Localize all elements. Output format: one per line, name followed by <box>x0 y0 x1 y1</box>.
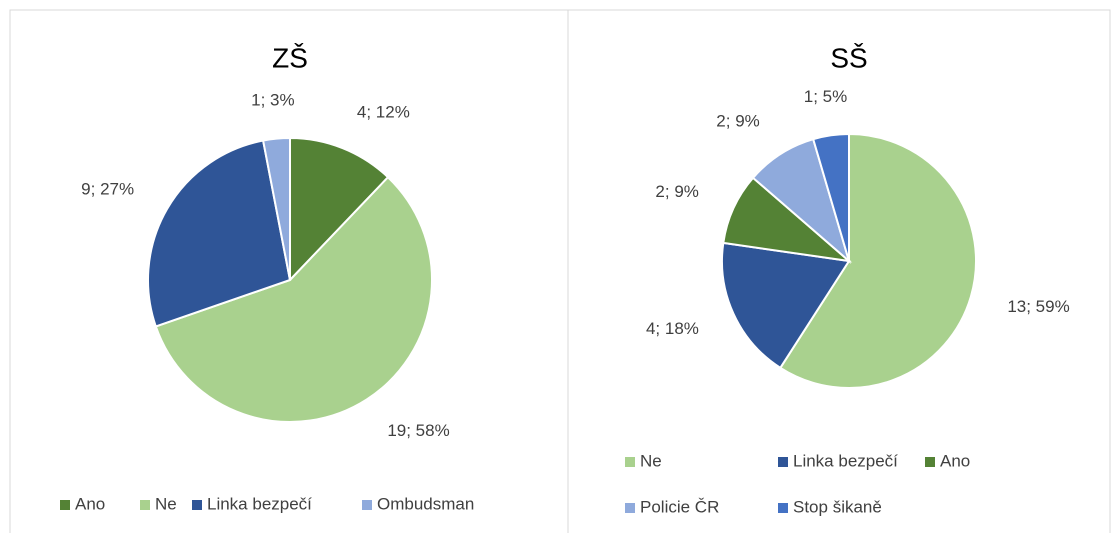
data-label: 9; 27% <box>81 179 134 198</box>
legend-swatch <box>60 500 70 510</box>
legend-swatch <box>778 503 788 513</box>
legend-swatch <box>362 500 372 510</box>
legend-label: Policie ČR <box>640 497 719 516</box>
pie-slice <box>721 241 851 370</box>
legend-swatch <box>140 500 150 510</box>
data-label: 4; 18% <box>646 319 699 338</box>
legend-swatch <box>192 500 202 510</box>
data-label: 1; 5% <box>804 87 847 106</box>
legend-label: Ne <box>155 494 177 513</box>
pie-slice <box>778 132 977 389</box>
pie-slice <box>289 136 390 283</box>
data-label: 13; 59% <box>1007 297 1069 316</box>
data-label: 19; 58% <box>387 421 449 440</box>
pie-slice <box>154 175 433 423</box>
legend-label: Ano <box>75 494 105 513</box>
legend-swatch <box>778 457 788 467</box>
chart-title: SŠ <box>830 42 867 73</box>
legend-label: Linka bezpečí <box>207 494 312 513</box>
data-label: 4; 12% <box>357 102 410 121</box>
legend-swatch <box>625 457 635 467</box>
legend-label: Ombudsman <box>377 494 474 513</box>
legend-swatch <box>625 503 635 513</box>
pie-slice <box>811 132 850 262</box>
legend-label: Linka bezpečí <box>793 451 898 470</box>
data-label: 2; 9% <box>655 182 698 201</box>
legend-label: Ne <box>640 451 662 470</box>
data-label: 2; 9% <box>716 112 759 131</box>
chart-title: ZŠ <box>272 42 308 73</box>
pie-slice <box>147 139 292 328</box>
legend-label: Stop šikaně <box>793 497 882 516</box>
data-label: 1; 3% <box>251 90 294 109</box>
chart-frame <box>567 9 1111 538</box>
legend-swatch <box>925 457 935 467</box>
pie-slice <box>261 136 291 281</box>
legend-label: Ano <box>940 451 970 470</box>
